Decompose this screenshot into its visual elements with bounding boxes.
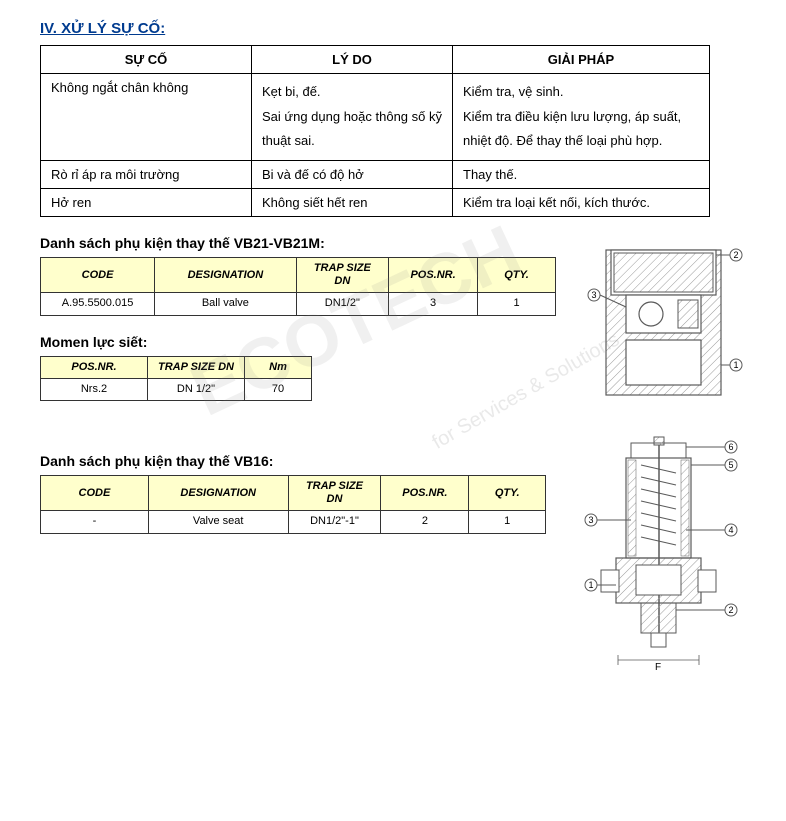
th-desig: DESIGNATION [148, 476, 288, 511]
cell-pos: 3 [389, 293, 478, 315]
th-qty: QTY. [478, 258, 556, 293]
th-code: CODE [41, 258, 155, 293]
th-pos: POS.NR. [389, 258, 478, 293]
cell-qty: 1 [469, 511, 546, 533]
cell-problem: Rò rỉ áp ra môi trường [41, 161, 252, 189]
dim-label-f: F [655, 662, 661, 673]
th-trap: TRAP SIZE DN [148, 356, 245, 378]
cell-reason: Bi và đế có độ hở [252, 161, 453, 189]
cell-reason: Kẹt bi, đế. Sai ứng dụng hoặc thông số k… [252, 74, 453, 161]
cell-problem: Không ngắt chân không [41, 74, 252, 161]
cell-pos: 2 [381, 511, 469, 533]
th-qty: QTY. [469, 476, 546, 511]
parts-vb16-title: Danh sách phụ kiện thay thế VB16: [40, 453, 546, 469]
section-title: IV. XỬ LÝ SỰ CỐ: [40, 20, 746, 37]
parts-vb16-table: CODE DESIGNATION TRAP SIZE DN POS.NR. QT… [40, 475, 546, 534]
table-row: - Valve seat DN1/2"-1" 2 1 [41, 511, 546, 533]
troubleshoot-table: SỰ CỐ LÝ DO GIẢI PHÁP Không ngắt chân kh… [40, 45, 710, 217]
cell-desig: Ball valve [155, 293, 296, 315]
diagram-vb16: F 1 2 3 4 5 6 [576, 435, 746, 675]
table-row: Rò rỉ áp ra môi trường Bi và đế có độ hở… [41, 161, 710, 189]
diagram-vb21: 1 2 3 [586, 235, 746, 405]
torque-title: Momen lực siết: [40, 334, 556, 350]
callout-4: 4 [728, 525, 733, 535]
callout-2: 2 [733, 250, 738, 260]
cell-trap: DN1/2"-1" [288, 511, 381, 533]
callout-3: 3 [591, 290, 596, 300]
table-row: Hở ren Không siết hết ren Kiểm tra loại … [41, 189, 710, 217]
th-problem: SỰ CỐ [41, 46, 252, 74]
cell-desig: Valve seat [148, 511, 288, 533]
cell-reason: Không siết hết ren [252, 189, 453, 217]
th-pos: POS.NR. [381, 476, 469, 511]
cell-solution: Kiểm tra loại kết nối, kích thước. [453, 189, 710, 217]
table-row: Không ngắt chân không Kẹt bi, đế. Sai ứn… [41, 74, 710, 161]
parts-vb21-title: Danh sách phụ kiện thay thế VB21-VB21M: [40, 235, 556, 251]
parts-vb21-table: CODE DESIGNATION TRAP SIZE DN POS.NR. QT… [40, 257, 556, 316]
table-row: Nrs.2 DN 1/2" 70 [41, 378, 312, 400]
callout-2: 2 [728, 605, 733, 615]
cell-trap: DN 1/2" [148, 378, 245, 400]
torque-table: POS.NR. TRAP SIZE DN Nm Nrs.2 DN 1/2" 70 [40, 356, 312, 401]
th-trap: TRAP SIZE DN [288, 476, 381, 511]
cell-nm: 70 [245, 378, 312, 400]
th-reason: LÝ DO [252, 46, 453, 74]
cell-problem: Hở ren [41, 189, 252, 217]
callout-1: 1 [588, 580, 593, 590]
callout-6: 6 [728, 442, 733, 452]
callout-1: 1 [733, 360, 738, 370]
cell-code: A.95.5500.015 [41, 293, 155, 315]
th-nm: Nm [245, 356, 312, 378]
cell-trap: DN1/2" [296, 293, 388, 315]
cell-code: - [41, 511, 149, 533]
cell-pos: Nrs.2 [41, 378, 148, 400]
cell-solution: Kiểm tra, vệ sinh. Kiểm tra điều kiện lư… [453, 74, 710, 161]
th-solution: GIẢI PHÁP [453, 46, 710, 74]
cell-solution: Thay thế. [453, 161, 710, 189]
callout-3: 3 [588, 515, 593, 525]
callout-5: 5 [728, 460, 733, 470]
th-code: CODE [41, 476, 149, 511]
th-pos: POS.NR. [41, 356, 148, 378]
th-desig: DESIGNATION [155, 258, 296, 293]
cell-qty: 1 [478, 293, 556, 315]
th-trap: TRAP SIZE DN [296, 258, 388, 293]
table-row: A.95.5500.015 Ball valve DN1/2" 3 1 [41, 293, 556, 315]
